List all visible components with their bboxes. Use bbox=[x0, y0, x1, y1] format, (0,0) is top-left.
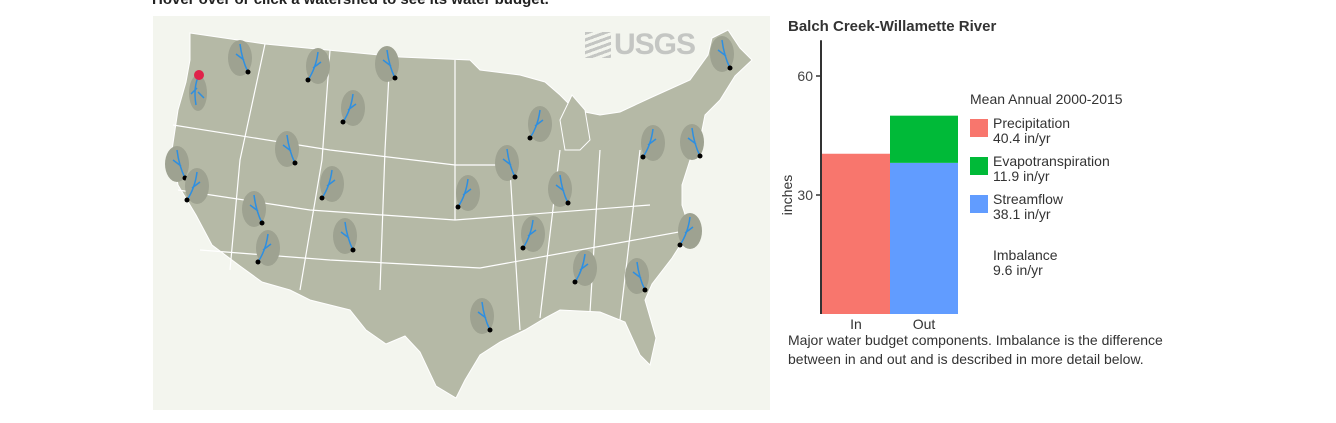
outlet-point bbox=[245, 69, 251, 75]
watershed-area bbox=[528, 106, 552, 142]
legend-value: 40.4 in/yr bbox=[993, 130, 1051, 146]
watershed-title: Balch Creek-Willamette River bbox=[788, 18, 997, 35]
watershed[interactable] bbox=[527, 106, 553, 142]
outlet-point bbox=[565, 200, 571, 206]
watershed[interactable] bbox=[640, 125, 666, 161]
legend-label: Streamflow bbox=[993, 191, 1064, 207]
outlet-point bbox=[487, 327, 493, 333]
usgs-wave-icon bbox=[585, 32, 611, 58]
watershed-area bbox=[573, 250, 597, 286]
legend-value: 11.9 in/yr bbox=[993, 168, 1050, 184]
bar-streamflow bbox=[890, 162, 958, 314]
watershed[interactable] bbox=[710, 36, 734, 72]
us-outline bbox=[171, 29, 753, 399]
legend-value: 38.1 in/yr bbox=[993, 206, 1051, 222]
watershed[interactable] bbox=[165, 146, 189, 182]
watershed[interactable] bbox=[333, 218, 357, 254]
watershed-area bbox=[185, 168, 209, 204]
outlet-point bbox=[642, 287, 648, 293]
watershed[interactable] bbox=[680, 124, 704, 160]
water-budget-chart: 30 60 In Out inches bbox=[779, 40, 958, 332]
outlet-point bbox=[455, 204, 461, 210]
x-tick-label: In bbox=[850, 316, 862, 332]
watershed[interactable] bbox=[255, 230, 281, 266]
watershed[interactable] bbox=[228, 40, 252, 76]
imbalance-label: Imbalance bbox=[993, 247, 1058, 263]
us-map[interactable] bbox=[153, 16, 770, 410]
y-axis-label: inches bbox=[779, 175, 795, 215]
usgs-logo-text: USGS bbox=[614, 28, 696, 61]
bar-evapotranspiration bbox=[890, 115, 958, 163]
legend-label: Evapotranspiration bbox=[993, 153, 1110, 169]
chart-caption: Major water budget components. Imbalance… bbox=[788, 332, 1163, 367]
watershed[interactable] bbox=[520, 216, 546, 252]
outlet-point bbox=[305, 77, 311, 83]
watershed-area bbox=[641, 125, 665, 161]
watershed[interactable] bbox=[340, 90, 366, 126]
outlet-point bbox=[677, 242, 683, 248]
watershed-map[interactable]: USGS bbox=[153, 16, 770, 410]
outlet-point bbox=[640, 154, 646, 160]
watershed[interactable] bbox=[319, 166, 345, 202]
outlet-point bbox=[527, 135, 533, 141]
outlet-point bbox=[512, 174, 518, 180]
watershed-area bbox=[456, 175, 480, 211]
watershed-area bbox=[521, 216, 545, 252]
legend-label: Precipitation bbox=[993, 115, 1071, 131]
instruction-text: Hover over or click a watershed to see i… bbox=[152, 0, 549, 8]
outlet-point bbox=[727, 65, 733, 71]
outlet-point bbox=[319, 195, 325, 201]
outlet-point bbox=[392, 75, 398, 81]
precipitation-swatch bbox=[970, 119, 988, 137]
watershed[interactable] bbox=[572, 250, 598, 286]
watershed[interactable] bbox=[184, 168, 210, 204]
watershed[interactable] bbox=[677, 213, 703, 249]
outlet-point bbox=[350, 247, 356, 253]
outlet-point bbox=[520, 245, 526, 251]
outlet-point bbox=[340, 119, 346, 125]
watershed-area bbox=[678, 213, 702, 249]
watershed[interactable] bbox=[470, 298, 494, 334]
watershed[interactable] bbox=[495, 145, 519, 181]
legend-title: Mean Annual 2000-2015 bbox=[970, 91, 1123, 107]
outlet-point bbox=[184, 197, 190, 203]
streamflow-swatch bbox=[970, 195, 988, 213]
watershed[interactable] bbox=[242, 191, 266, 227]
usgs-logo: USGS bbox=[585, 28, 696, 62]
watershed[interactable] bbox=[548, 171, 572, 207]
x-tick-label: Out bbox=[913, 316, 936, 332]
y-tick-label: 30 bbox=[797, 187, 813, 203]
imbalance-value: 9.6 in/yr bbox=[993, 262, 1043, 278]
selected-watershed[interactable] bbox=[189, 70, 207, 111]
selected-outlet-point bbox=[194, 70, 204, 80]
watershed-area bbox=[341, 90, 365, 126]
watershed[interactable] bbox=[305, 48, 331, 84]
evapotranspiration-swatch bbox=[970, 157, 988, 175]
outlet-point bbox=[259, 220, 265, 226]
outlet-point bbox=[255, 259, 261, 265]
outlet-point bbox=[697, 153, 703, 159]
outlet-point bbox=[572, 279, 578, 285]
bar-precipitation bbox=[822, 153, 890, 314]
watershed[interactable] bbox=[275, 131, 299, 167]
watershed[interactable] bbox=[375, 46, 399, 82]
outlet-point bbox=[292, 160, 298, 166]
watershed[interactable] bbox=[625, 258, 649, 294]
watershed-area bbox=[320, 166, 344, 202]
y-tick-label: 60 bbox=[797, 68, 813, 84]
watershed-area bbox=[256, 230, 280, 266]
watershed-area bbox=[306, 48, 330, 84]
watershed[interactable] bbox=[455, 175, 481, 211]
